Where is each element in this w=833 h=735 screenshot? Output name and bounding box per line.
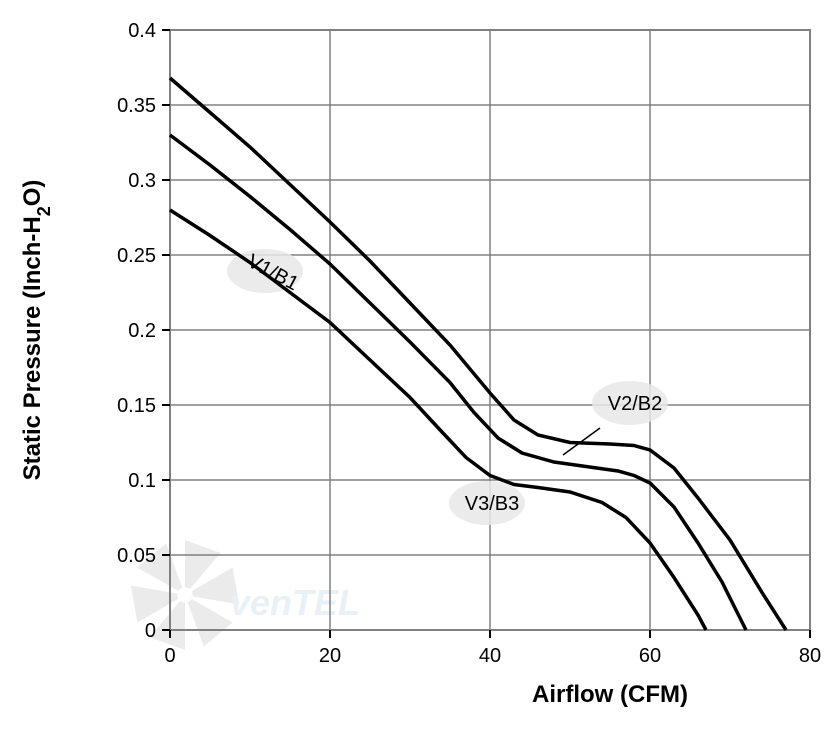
x-tick-label: 40 [479, 645, 501, 667]
y-tick-label: 0.1 [128, 470, 156, 492]
x-tick-label: 0 [164, 645, 175, 667]
chart-svg: venTEL 0 20 40 60 80 0 0.05 0.1 0.15 0.2 0.25 0.3 0.3… [0, 0, 833, 735]
y-tick-label: 0.2 [128, 320, 156, 342]
x-axis-label: Airflow (CFM) [532, 681, 688, 708]
x-tick-label: 60 [639, 645, 661, 667]
series-label-v2-b2: V2/B2 [608, 393, 662, 415]
y-tick-label: 0.25 [117, 245, 156, 267]
watermark: venTEL [131, 540, 360, 650]
watermark-text: venTEL [230, 582, 360, 623]
y-axis-label: Static Pressure (Inch-H2O) [19, 180, 54, 481]
y-tick-label: 0.15 [117, 395, 156, 417]
y-tick-label: 0 [145, 620, 156, 642]
y-tick-label: 0.05 [117, 545, 156, 567]
curve-v1-b1 [170, 78, 786, 630]
x-tick-label: 80 [799, 645, 821, 667]
y-tick-label: 0.35 [117, 95, 156, 117]
series-label-v3-b3: V3/B3 [465, 493, 519, 515]
y-tick-label: 0.3 [128, 170, 156, 192]
fan-curve-chart: venTEL 0 20 40 60 80 0 0.05 0.1 0.15 0.2 0.25 0.3 0.3… [0, 0, 833, 735]
x-tick-label: 20 [319, 645, 341, 667]
y-tick-label: 0.4 [128, 20, 156, 42]
